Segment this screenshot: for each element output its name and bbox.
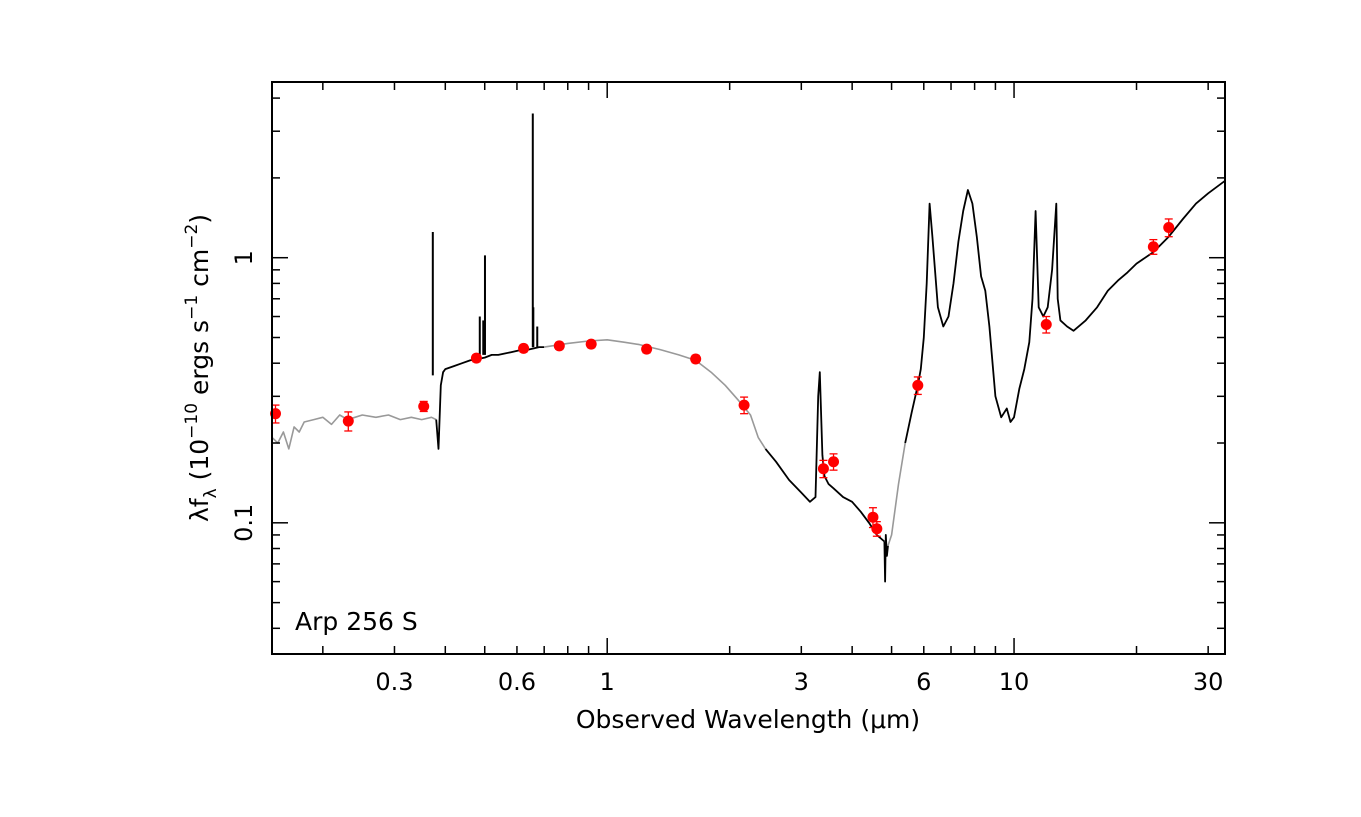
data-point-7 — [641, 343, 653, 355]
data-point-17 — [1163, 218, 1175, 238]
spectrum-series-model-gap — [887, 442, 906, 546]
x-axis-label: Observed Wavelength (μm) — [576, 705, 920, 734]
y-label-open: (10 — [185, 439, 214, 489]
y-label-close: ) — [185, 214, 214, 224]
x-tick-label: 6 — [916, 668, 931, 696]
spectrum-series-model-nir — [544, 338, 767, 450]
spectrum-series-observed-optical — [435, 346, 545, 450]
plot-frame — [271, 81, 1226, 655]
data-marker — [585, 338, 597, 350]
data-point-11 — [828, 453, 840, 471]
spectrum-series-observed-irs — [904, 180, 1225, 444]
data-point-8 — [690, 353, 702, 365]
data-point-16 — [1147, 238, 1159, 255]
data-point-3 — [470, 352, 482, 364]
data-point-15 — [1040, 315, 1052, 334]
axis-ticks — [272, 82, 1225, 654]
data-marker — [1163, 221, 1175, 233]
spectrum-series-observed-irs-short — [764, 371, 885, 543]
x-tick-label: 30 — [1193, 668, 1224, 696]
y-label-mid2: cm — [185, 249, 214, 295]
x-tick-label: 0.6 — [498, 668, 536, 696]
y-label-exp1: −10 — [182, 403, 202, 439]
y-tick-label: 0.1 — [230, 504, 258, 542]
data-point-6 — [585, 338, 597, 350]
data-marker — [641, 343, 653, 355]
y-label-exp3: −2 — [182, 224, 202, 249]
data-point-12 — [867, 507, 879, 529]
x-tick-label: 0.3 — [375, 668, 413, 696]
photometry-points — [269, 218, 1175, 537]
spectrum-series-model-uv — [272, 414, 437, 450]
axis-tick-labels: 0.3 0.6 1 3 6 10 30 0.1 1 — [230, 250, 1223, 696]
y-label-sub: λ — [201, 488, 221, 498]
x-tick-label: 10 — [999, 668, 1030, 696]
x-tick-label: 3 — [794, 668, 809, 696]
data-marker — [738, 399, 750, 411]
data-marker — [912, 379, 924, 391]
data-point-14 — [912, 376, 924, 396]
data-marker — [690, 353, 702, 365]
data-point-1 — [342, 411, 354, 432]
data-marker — [342, 415, 354, 427]
y-tick-label: 1 — [230, 250, 258, 265]
data-marker — [1040, 318, 1052, 330]
data-marker — [817, 463, 829, 475]
y-axis-label: λfλ (10−10 ergs s−1 cm−2) — [182, 214, 221, 522]
data-marker — [1147, 241, 1159, 253]
data-point-13 — [871, 521, 883, 537]
spectrum-series — [272, 180, 1225, 583]
data-point-5 — [553, 340, 565, 352]
x-tick-label: 1 — [600, 668, 615, 696]
annotation-label: Arp 256 S — [295, 607, 418, 636]
data-marker — [418, 400, 430, 412]
data-marker — [470, 352, 482, 364]
emission-lines — [431, 113, 539, 376]
data-point-4 — [518, 342, 530, 354]
data-marker — [828, 456, 840, 468]
data-point-9 — [738, 396, 750, 415]
data-point-2 — [418, 400, 430, 413]
y-label-exp2: −1 — [182, 295, 202, 320]
y-label-lambda-f: λf — [185, 497, 214, 522]
data-marker — [518, 342, 530, 354]
spectrum-series-observed-irs-spikes — [883, 534, 889, 583]
data-point-10 — [817, 459, 829, 479]
y-label-mid1: ergs s — [185, 320, 214, 403]
data-marker — [871, 523, 883, 535]
data-marker — [867, 511, 879, 523]
data-marker — [553, 340, 565, 352]
